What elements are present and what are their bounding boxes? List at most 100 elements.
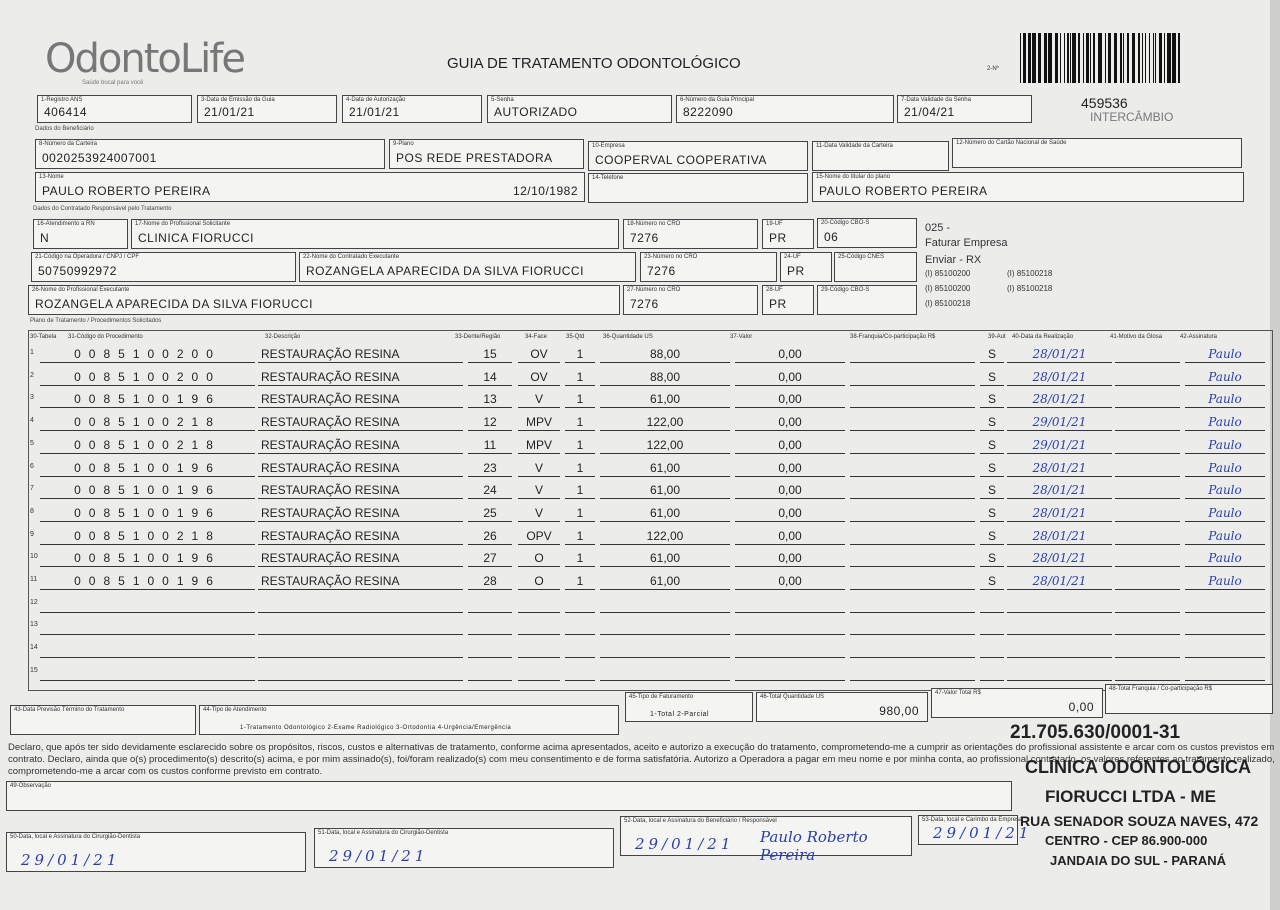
code xyxy=(40,595,255,613)
signature: Paulo xyxy=(1185,390,1265,409)
franchise xyxy=(850,617,975,636)
barcode-bar xyxy=(1153,33,1154,83)
field-value: N xyxy=(40,231,50,245)
barcode-bar xyxy=(1159,33,1162,83)
section-label: Dados do Contratado Responsável pelo Tra… xyxy=(33,206,172,212)
field-label: 5-Senha xyxy=(491,97,514,103)
row-number: 4 xyxy=(30,417,34,425)
realization-date: 28/01/21 xyxy=(1007,527,1112,545)
tooth: 24 xyxy=(468,481,512,500)
table-header: 39-Aut xyxy=(988,334,1006,340)
field-label: 23-Número no CRO xyxy=(644,254,698,260)
barcode-bar xyxy=(1105,33,1106,83)
quantity: 1 xyxy=(565,413,595,432)
denial-reason xyxy=(1115,572,1180,590)
authorization xyxy=(980,663,1004,681)
code: 0085100218 xyxy=(40,436,255,454)
total-field: 48-Total Franquia / Co-participação R$ xyxy=(1105,684,1273,714)
field-value: PR xyxy=(769,231,787,245)
franchise xyxy=(850,390,975,409)
field-label: 8-Número da Carteira xyxy=(39,141,98,147)
table-header: 34-Face xyxy=(525,334,548,340)
authorization: S xyxy=(980,481,1004,500)
field-value: 0020253924007001 xyxy=(42,151,157,165)
value xyxy=(735,617,845,636)
franchise xyxy=(850,595,975,613)
field: 12-Número do Cartão Nacional de Saúde xyxy=(952,138,1242,168)
realization-date: 28/01/21 xyxy=(1007,481,1112,500)
barcode-bar xyxy=(1083,33,1084,83)
field-value: ROZANGELA APARECIDA DA SILVA FIORUCCI xyxy=(306,264,584,278)
field-value: CLINICA FIORUCCI xyxy=(138,231,255,245)
code: 0085100218 xyxy=(40,413,255,432)
value: 0,00 xyxy=(735,504,845,522)
value xyxy=(735,663,845,681)
row-number: 8 xyxy=(30,507,34,515)
denial-reason xyxy=(1115,617,1180,636)
total-label: 43-Data Previsão Término do Tratamento xyxy=(14,707,125,713)
realization-date: 28/01/21 xyxy=(1007,390,1112,409)
field-label: 3-Data de Emissão da Guia xyxy=(201,97,275,103)
face: V xyxy=(518,390,560,409)
denial-reason xyxy=(1115,481,1180,500)
field-label: 4-Data de Autorização xyxy=(346,97,406,103)
code xyxy=(40,640,255,659)
value: 0,00 xyxy=(735,549,845,568)
row-number: 3 xyxy=(30,394,34,402)
code: 0085100196 xyxy=(40,572,255,590)
field-label: 16-Atendimento a RN xyxy=(37,221,95,227)
section-label: Dados do Beneficiário xyxy=(35,126,94,132)
logo-tagline: Saúde bucal para você xyxy=(82,80,144,86)
barcode-bar xyxy=(1132,33,1135,83)
total-value: 1-Tratamento Odontológico 2-Exame Radiol… xyxy=(240,725,512,731)
franchise xyxy=(850,640,975,659)
authorization: S xyxy=(980,390,1004,409)
tooth: 12 xyxy=(468,413,512,432)
field: 28-UF PR xyxy=(762,285,814,315)
authorization: S xyxy=(980,368,1004,386)
barcode-bar xyxy=(1164,33,1165,83)
quantity xyxy=(565,640,595,659)
field: 3-Data de Emissão da Guia 21/01/21 xyxy=(197,95,337,123)
code: 0085100218 xyxy=(40,527,255,545)
signature-label: 52-Data, local e Assinatura do Beneficiá… xyxy=(624,818,777,824)
signature-date: 29/01/21 xyxy=(635,835,735,853)
face xyxy=(518,617,560,636)
field-value: 7276 xyxy=(630,231,659,245)
form-title: GUIA DE TRATAMENTO ODONTOLÓGICO xyxy=(447,55,741,72)
field: 6-Número da Guia Principal 8222090 xyxy=(676,95,894,123)
field-extra: 12/10/1982 xyxy=(512,184,578,198)
table-header: 32-Descrição xyxy=(265,334,301,340)
quantity: 1 xyxy=(565,345,595,363)
stamp-line: 21.705.630/0001-31 xyxy=(1010,722,1181,743)
description xyxy=(258,595,463,613)
code: 0085100196 xyxy=(40,390,255,409)
row-number: 12 xyxy=(30,598,38,606)
quantity xyxy=(565,617,595,636)
field: 20-Código CBO-S 06 xyxy=(817,218,917,248)
tooth: 23 xyxy=(468,459,512,477)
tooth xyxy=(468,617,512,636)
field: 23-Número no CRO 7276 xyxy=(640,252,777,282)
table-header: 31-Código do Procedimento xyxy=(68,334,143,340)
quantity: 1 xyxy=(565,504,595,522)
barcode-bar xyxy=(1060,33,1061,83)
field: 4-Data de Autorização 21/01/21 xyxy=(342,95,482,123)
authorization: S xyxy=(980,549,1004,568)
authorization xyxy=(980,595,1004,613)
realization-date xyxy=(1007,640,1112,659)
total-field: 47-Valor Total R$ 0,00 xyxy=(931,688,1103,718)
description xyxy=(258,663,463,681)
field-label: 19-UF xyxy=(766,221,783,227)
us-quantity: 61,00 xyxy=(600,390,730,409)
denial-reason xyxy=(1115,527,1180,545)
field: 13-Nome PAULO ROBERTO PEREIRA 12/10/1982 xyxy=(35,172,585,202)
face: MPV xyxy=(518,436,560,454)
tooth: 27 xyxy=(468,549,512,568)
denial-reason xyxy=(1115,663,1180,681)
table-header: 36-Quantidade US xyxy=(603,334,653,340)
value xyxy=(735,640,845,659)
field-value: 21/04/21 xyxy=(904,105,955,119)
side-note: (I) 85100218 xyxy=(925,299,971,308)
code: 0085100200 xyxy=(40,368,255,386)
